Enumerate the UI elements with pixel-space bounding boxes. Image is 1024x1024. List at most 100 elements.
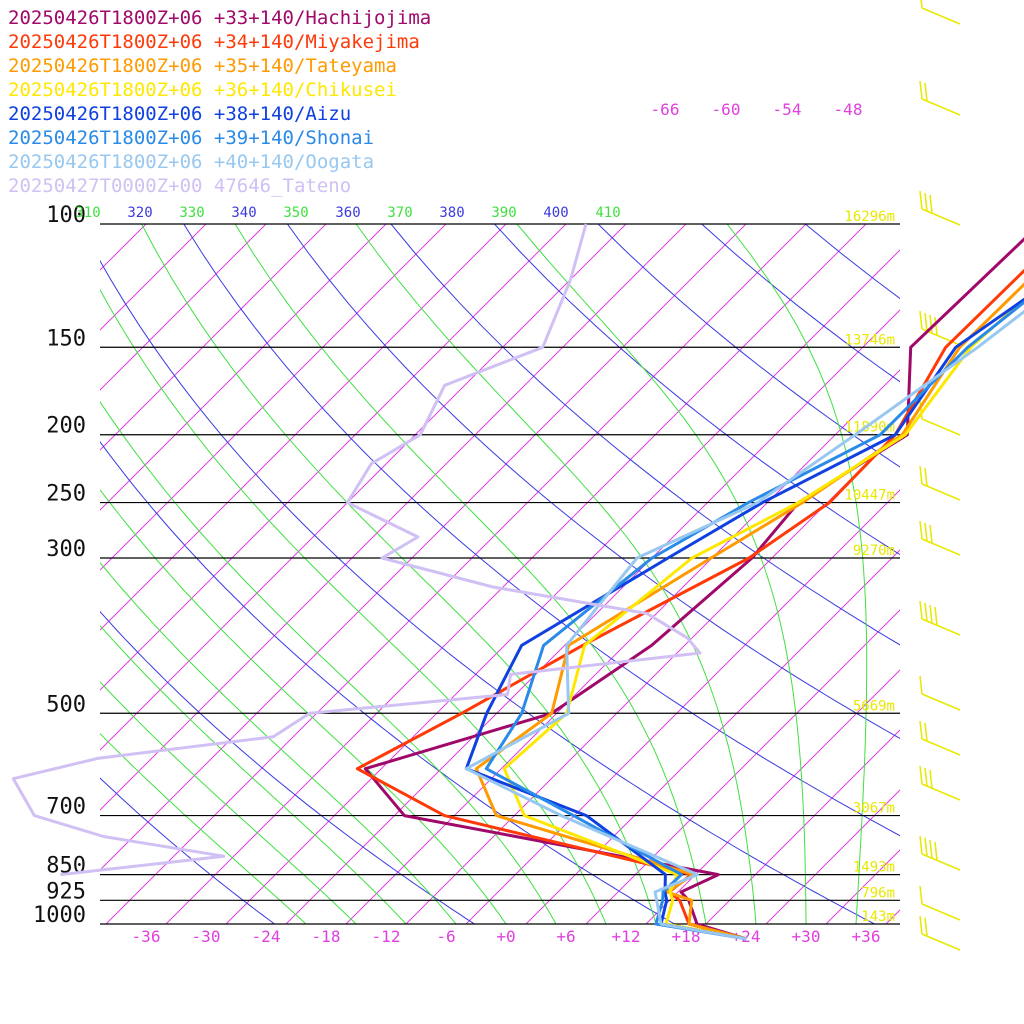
wind-barb bbox=[921, 418, 961, 436]
wind-barb bbox=[921, 7, 961, 25]
temperature-tick-label: +6 bbox=[556, 927, 575, 946]
wind-barb bbox=[921, 738, 961, 756]
wind-barb-flag bbox=[924, 767, 928, 787]
mixing-label: -54 bbox=[773, 100, 802, 119]
series-line-7 bbox=[11, 223, 702, 877]
legend-entry: 20250427T0000Z+00 47646_Tateno bbox=[8, 175, 352, 197]
moist-adiabat bbox=[100, 288, 607, 924]
height-label: 9270m bbox=[853, 543, 895, 559]
wind-barb bbox=[921, 853, 961, 871]
wind-barb-flag bbox=[919, 885, 923, 905]
isotherm bbox=[405, 429, 900, 924]
temperature-tick-label: +12 bbox=[612, 927, 641, 946]
wind-barbs bbox=[919, 0, 961, 951]
legend-entry: 20250426T1800Z+06 +38+140/Aizu bbox=[8, 103, 352, 125]
pressure-label: 200 bbox=[46, 414, 86, 439]
pressure-label: 925 bbox=[46, 879, 86, 904]
series-line-4 bbox=[464, 297, 1024, 941]
series-line-6 bbox=[464, 309, 1024, 941]
legend-entry: 20250426T1800Z+06 +40+140/Oogata bbox=[8, 151, 375, 173]
wind-barb-flag bbox=[924, 722, 928, 742]
wind-barb bbox=[921, 208, 961, 226]
wind-barb-flag bbox=[919, 400, 923, 420]
temperature-tick-label: -30 bbox=[192, 927, 221, 946]
series-line-3 bbox=[502, 297, 1024, 941]
moist-adiabat bbox=[516, 224, 807, 924]
isotherm bbox=[100, 224, 387, 511]
height-label: 1493m bbox=[853, 860, 895, 876]
pressure-label: 500 bbox=[46, 692, 86, 717]
isotherm bbox=[100, 224, 267, 391]
wind-barb-flag bbox=[919, 520, 923, 540]
isotherm bbox=[100, 224, 327, 451]
isotherm bbox=[525, 549, 900, 924]
wind-barb-flag bbox=[919, 310, 923, 330]
wind-barb-flag bbox=[934, 316, 938, 336]
series-line-1 bbox=[355, 268, 1024, 941]
height-label: 143m bbox=[861, 909, 895, 925]
isotherm bbox=[345, 369, 900, 924]
height-label: 796m bbox=[861, 885, 895, 901]
height-label: 5669m bbox=[853, 698, 895, 714]
wind-barb-flag bbox=[919, 765, 923, 785]
isotherm bbox=[100, 224, 627, 751]
wind-barb-flag bbox=[934, 841, 938, 861]
wind-barb-flag bbox=[929, 524, 933, 544]
pressure-label: 700 bbox=[46, 795, 86, 820]
wind-barb bbox=[921, 483, 961, 501]
wind-barb-flag bbox=[919, 465, 923, 485]
wind-barb-flag bbox=[919, 190, 923, 210]
wind-barb bbox=[921, 783, 961, 801]
theta-label: 380 bbox=[439, 205, 464, 221]
theta-label: 390 bbox=[491, 205, 516, 221]
wind-barb bbox=[921, 618, 961, 636]
wind-barb-flag bbox=[920, 0, 923, 9]
height-label: 13746m bbox=[844, 332, 895, 348]
isotherm bbox=[765, 789, 900, 924]
dry-adiabat bbox=[494, 224, 900, 556]
isotherm bbox=[100, 224, 507, 631]
theta-label: 340 bbox=[231, 205, 256, 221]
wind-barb-flag bbox=[924, 837, 928, 857]
legend: 20250426T1800Z+06 +33+140/Hachijojima 202… bbox=[8, 6, 431, 198]
wind-barb-flag bbox=[919, 915, 923, 935]
isotherm bbox=[100, 224, 207, 331]
temperature-tick-label: +0 bbox=[496, 927, 515, 946]
wind-barb bbox=[921, 903, 961, 921]
wind-barb bbox=[921, 98, 961, 116]
theta-label: 330 bbox=[179, 205, 204, 221]
temperature-tick-label: -6 bbox=[436, 927, 455, 946]
isotherm bbox=[0, 224, 26, 924]
wind-barb-flag bbox=[924, 82, 928, 102]
temperature-tick-label: -18 bbox=[312, 927, 341, 946]
wind-barb-flag bbox=[924, 602, 928, 622]
temperature-tick-label: -24 bbox=[252, 927, 281, 946]
wind-barb bbox=[921, 933, 961, 951]
isotherm bbox=[946, 224, 1024, 924]
isotherm bbox=[825, 849, 900, 924]
isotherm bbox=[105, 224, 807, 924]
dry-adiabat bbox=[286, 224, 900, 740]
dry-adiabat bbox=[701, 224, 900, 383]
theta-label: 310 bbox=[75, 205, 100, 221]
isotherm bbox=[285, 309, 900, 924]
isotherm bbox=[705, 729, 900, 924]
theta-label: 370 bbox=[387, 205, 412, 221]
isotherm bbox=[165, 224, 867, 924]
height-label: 16296m bbox=[844, 209, 895, 225]
wind-barb-flag bbox=[929, 769, 933, 789]
pressure-label: 1000 bbox=[33, 903, 86, 928]
wind-barb bbox=[921, 693, 961, 711]
wind-barb-flag bbox=[919, 80, 923, 100]
wind-barb-flag bbox=[934, 606, 938, 626]
isotherm bbox=[100, 224, 447, 571]
isotherm bbox=[1006, 224, 1024, 924]
series-line-0 bbox=[363, 237, 1024, 941]
theta-label: 360 bbox=[335, 205, 360, 221]
temperature-tick-label: -12 bbox=[372, 927, 401, 946]
isotherm bbox=[100, 224, 687, 811]
wind-barb-flag bbox=[919, 835, 923, 855]
temperature-tick-label: +24 bbox=[732, 927, 761, 946]
wind-barb-flag bbox=[929, 314, 933, 334]
